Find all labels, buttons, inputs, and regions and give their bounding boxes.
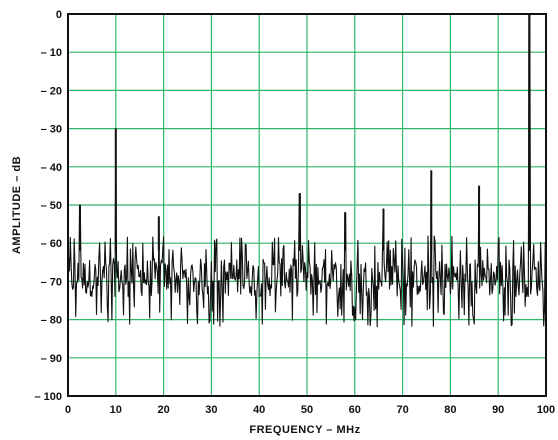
x-tick-label: 30 [205,404,217,416]
spectrum-trace [67,13,547,328]
x-tick-label: 40 [253,404,265,416]
x-tick-label: 90 [492,404,504,416]
y-tick-label: – 10 [41,47,62,59]
x-axis-title: FREQUENCY – MHz [249,424,360,436]
x-tick-label: 70 [396,404,408,416]
y-axis-title: AMPLITUDE – dB [11,156,23,254]
y-tick-label: – 70 [41,276,62,288]
y-tick-label: – 80 [41,315,62,327]
x-tick-label: 60 [349,404,361,416]
y-tick-label: – 90 [41,353,62,365]
frame-layer [67,13,547,397]
y-tick-label: – 30 [41,124,62,136]
plot-frame [67,13,547,397]
x-tick-label: 100 [537,404,555,416]
grid-layer [68,14,546,396]
tick-layer: 0 10 20 30 40 50 60 70 80 90 100 0 – 10 – 20 – 30 – 40 –… [34,9,555,416]
x-tick-label: 80 [444,404,456,416]
y-tick-label: – 60 [41,238,62,250]
y-tick-label: 0 [56,9,62,21]
y-tick-label: – 20 [41,85,62,97]
y-tick-label: – 100 [34,391,62,403]
x-tick-label: 10 [110,404,122,416]
trace-layer [67,13,547,328]
y-tick-label: – 40 [41,162,62,174]
y-tick-label: – 50 [41,200,62,212]
x-tick-label: 0 [65,404,71,416]
x-tick-label: 50 [301,404,313,416]
x-tick-label: 20 [157,404,169,416]
